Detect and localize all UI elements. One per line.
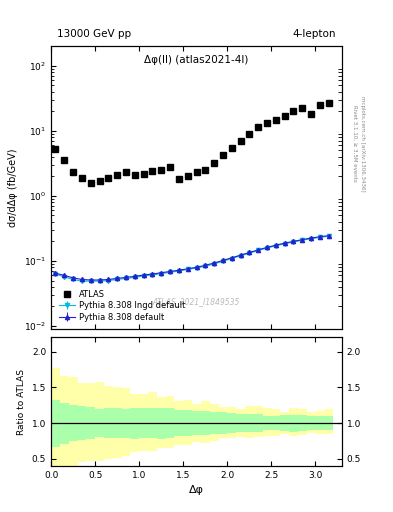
- ATLAS: [159, 167, 163, 173]
- ATLAS: [247, 131, 252, 137]
- ATLAS: [326, 100, 331, 106]
- ATLAS: [291, 108, 296, 114]
- ATLAS: [212, 160, 217, 166]
- ATLAS: [115, 172, 119, 178]
- Line: ATLAS: ATLAS: [53, 100, 331, 185]
- Text: ATLAS_2021_I1849535: ATLAS_2021_I1849535: [153, 297, 240, 306]
- ATLAS: [97, 178, 102, 184]
- ATLAS: [79, 175, 84, 181]
- ATLAS: [132, 172, 137, 178]
- ATLAS: [256, 124, 261, 130]
- ATLAS: [238, 138, 243, 144]
- ATLAS: [185, 173, 190, 179]
- ATLAS: [264, 120, 269, 126]
- Text: 4-lepton: 4-lepton: [293, 29, 336, 39]
- ATLAS: [300, 105, 305, 112]
- ATLAS: [106, 175, 111, 181]
- ATLAS: [168, 164, 173, 170]
- ATLAS: [309, 111, 314, 117]
- Y-axis label: dσ/dΔφ (fb/GeV): dσ/dΔφ (fb/GeV): [8, 148, 18, 227]
- ATLAS: [62, 157, 67, 163]
- ATLAS: [282, 113, 287, 119]
- X-axis label: Δφ: Δφ: [189, 485, 204, 495]
- ATLAS: [71, 169, 75, 176]
- Text: Δφ(ll) (atlas2021-4l): Δφ(ll) (atlas2021-4l): [144, 55, 249, 65]
- ATLAS: [124, 169, 129, 176]
- Legend: ATLAS, Pythia 8.308 lngd default, Pythia 8.308 default: ATLAS, Pythia 8.308 lngd default, Pythia…: [55, 286, 189, 325]
- Text: 13000 GeV pp: 13000 GeV pp: [57, 29, 131, 39]
- ATLAS: [141, 170, 146, 177]
- Text: mcplots.cern.ch [arXiv:1306.3436]: mcplots.cern.ch [arXiv:1306.3436]: [360, 96, 365, 191]
- Text: Rivet 3.1.10, ≥ 3.5M events: Rivet 3.1.10, ≥ 3.5M events: [352, 105, 357, 182]
- ATLAS: [230, 144, 234, 151]
- ATLAS: [194, 169, 199, 176]
- ATLAS: [176, 176, 181, 182]
- ATLAS: [53, 146, 58, 153]
- ATLAS: [150, 168, 155, 174]
- ATLAS: [318, 102, 322, 108]
- ATLAS: [203, 167, 208, 173]
- Y-axis label: Ratio to ATLAS: Ratio to ATLAS: [17, 369, 26, 435]
- ATLAS: [274, 117, 278, 123]
- ATLAS: [88, 180, 93, 186]
- ATLAS: [220, 152, 225, 158]
